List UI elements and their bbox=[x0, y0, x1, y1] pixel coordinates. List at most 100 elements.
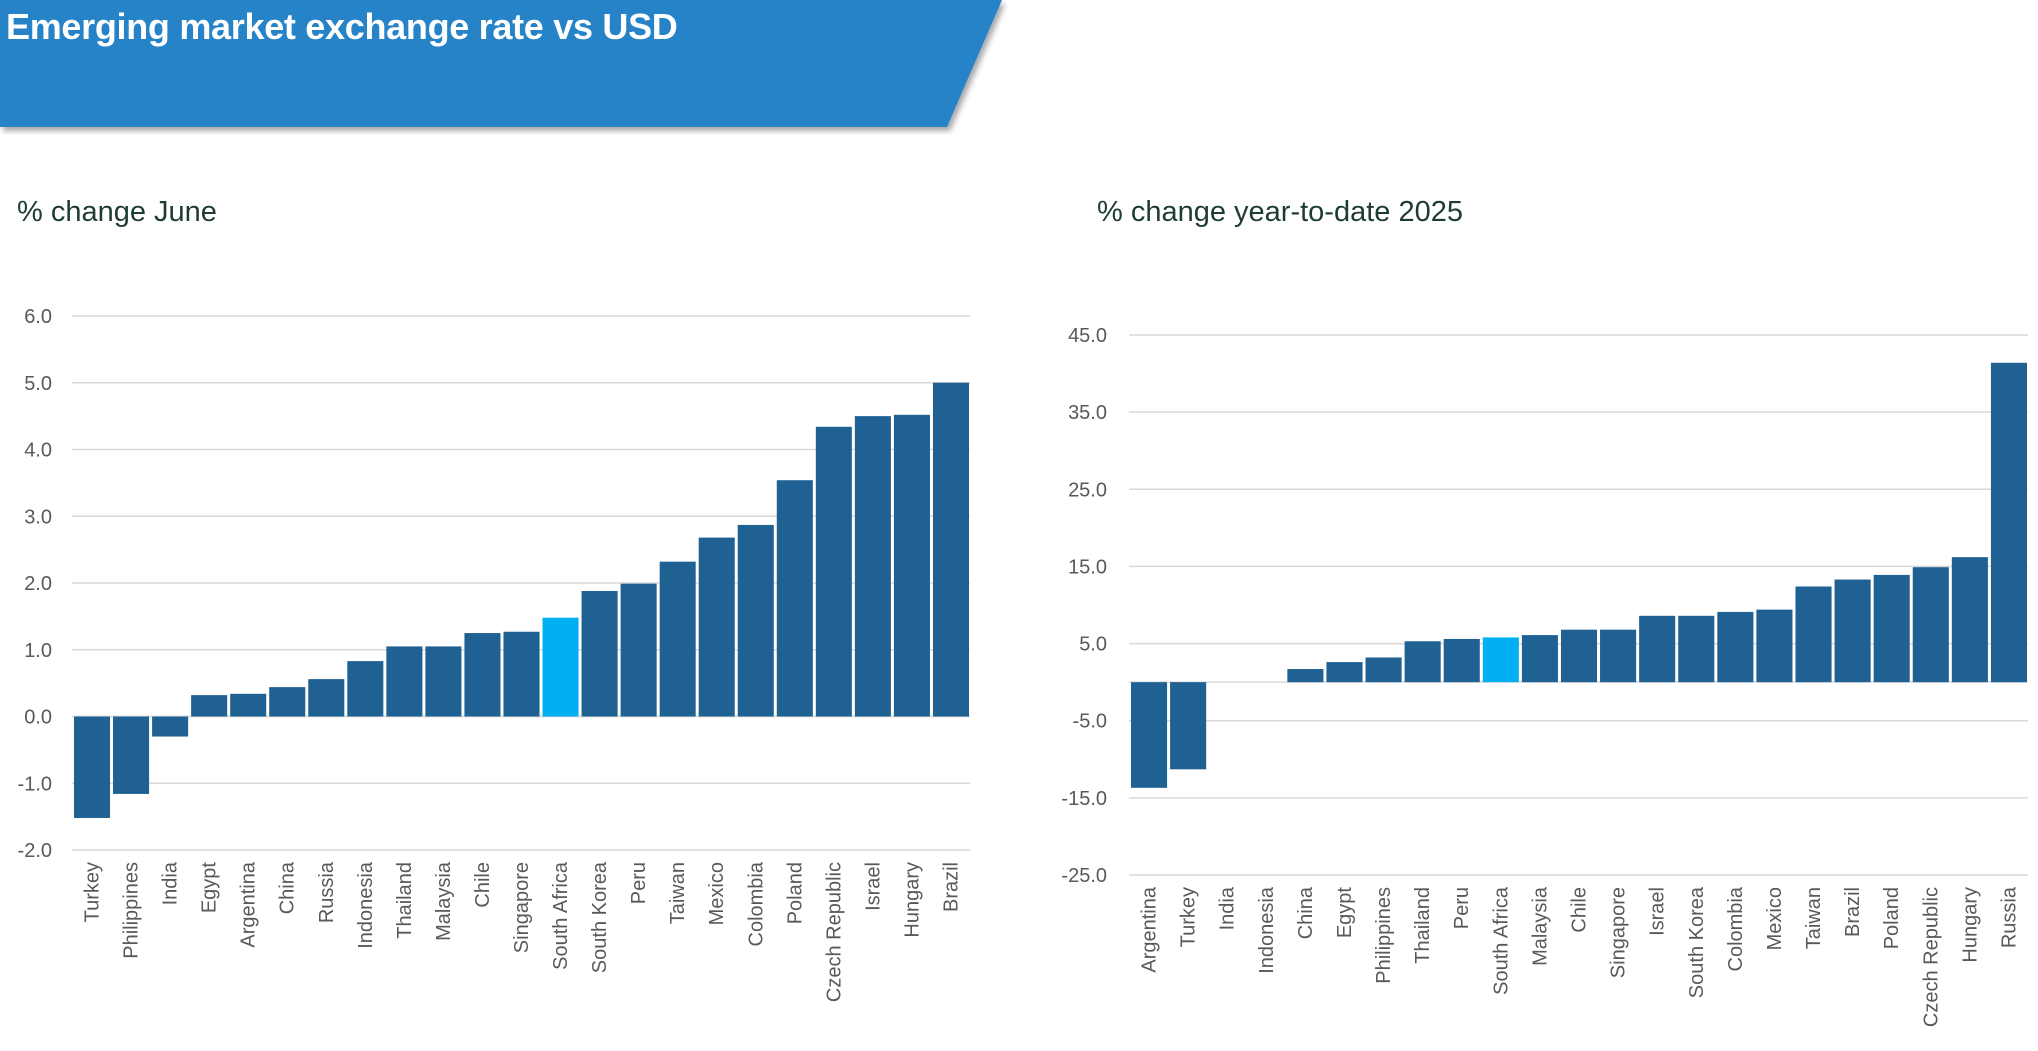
x-tick-label: Czech Republic bbox=[823, 862, 845, 1002]
bar-hungary bbox=[893, 414, 930, 717]
x-tick-label: South Africa bbox=[1490, 886, 1512, 995]
bar-south-korea bbox=[581, 591, 618, 717]
y-tick-label: 25.0 bbox=[1068, 479, 1107, 501]
x-tick-label: Indonesia bbox=[355, 861, 377, 949]
y-tick-label: 2.0 bbox=[24, 573, 52, 595]
bar-singapore bbox=[503, 631, 540, 717]
x-tick-label: Taiwan bbox=[1803, 887, 1825, 949]
bar-poland bbox=[1873, 574, 1910, 683]
bar-malaysia bbox=[1521, 635, 1558, 683]
y-tick-label: 0.0 bbox=[24, 707, 52, 729]
bar-mexico bbox=[1756, 609, 1793, 683]
bar-chile bbox=[464, 633, 501, 717]
bar-czech-republic bbox=[815, 426, 852, 717]
bar-colombia bbox=[1717, 611, 1754, 683]
x-tick-label: Taiwan bbox=[667, 862, 689, 924]
chart-june: 6.0 5.0 4.0 3.0 2.0 1.0 0.0 -1.0 -2.0 Turkey Phili… bbox=[18, 306, 970, 1002]
x-tick-label: China bbox=[1295, 886, 1317, 939]
bar-south-korea bbox=[1678, 615, 1715, 683]
x-tick-label: Israel bbox=[862, 862, 884, 911]
x-tick-label: Colombia bbox=[1725, 886, 1747, 971]
x-tick-label: Argentina bbox=[1139, 886, 1161, 972]
bar-egypt bbox=[1326, 662, 1363, 683]
chart-title-june: % change June bbox=[17, 196, 217, 228]
x-tick-label: Russia bbox=[316, 861, 338, 923]
bar-south-africa bbox=[1482, 637, 1519, 683]
x-tick-label: Poland bbox=[1881, 887, 1903, 949]
x-tick-label: Thailand bbox=[1412, 887, 1434, 964]
x-tick-label: Singapore bbox=[511, 862, 533, 953]
bar-israel bbox=[1639, 615, 1676, 683]
bar-argentina bbox=[230, 693, 267, 717]
page-title: Emerging market exchange rate vs USD bbox=[6, 6, 678, 47]
x-tick-label: Thailand bbox=[394, 862, 416, 939]
x-tick-label: Egypt bbox=[199, 862, 221, 914]
x-tick-label: Singapore bbox=[1608, 887, 1630, 978]
bar-south-africa bbox=[542, 617, 579, 717]
header-banner: Emerging market exchange rate vs USD bbox=[0, 0, 1010, 130]
bar-taiwan bbox=[1795, 586, 1832, 683]
x-tick-label: Turkey bbox=[82, 862, 104, 922]
x-tick-label: India bbox=[160, 861, 182, 905]
y-tick-label: 5.0 bbox=[1079, 634, 1107, 656]
bar-singapore bbox=[1600, 629, 1637, 683]
bar-brazil bbox=[932, 382, 969, 717]
x-tick-label: Turkey bbox=[1178, 887, 1200, 947]
y-tick-label: -1.0 bbox=[18, 773, 52, 795]
bar-malaysia bbox=[425, 646, 462, 717]
y-tick-label: -25.0 bbox=[1061, 865, 1107, 887]
y-tick-label: -2.0 bbox=[18, 840, 52, 862]
x-tick-label: Hungary bbox=[1959, 887, 1981, 963]
y-tick-label: 1.0 bbox=[24, 640, 52, 662]
bar-israel bbox=[854, 416, 891, 717]
x-tick-label: Argentina bbox=[238, 861, 260, 947]
y-tick-label: 35.0 bbox=[1068, 402, 1107, 424]
bar-peru bbox=[1443, 638, 1480, 683]
x-tick-label: India bbox=[1217, 886, 1239, 930]
bar-peru bbox=[620, 583, 657, 717]
y-tick-label: -15.0 bbox=[1061, 788, 1107, 810]
x-tick-label: Colombia bbox=[745, 861, 767, 946]
x-tick-label: Israel bbox=[1647, 887, 1669, 936]
x-tick-label: China bbox=[277, 861, 299, 914]
x-tick-label: Chile bbox=[472, 862, 494, 908]
x-tick-label: Poland bbox=[784, 862, 806, 924]
x-tick-label: Chile bbox=[1569, 887, 1591, 933]
x-tick-label: Mexico bbox=[1764, 887, 1786, 950]
bar-thailand bbox=[386, 646, 423, 717]
x-tick-label: Egypt bbox=[1334, 887, 1356, 939]
bar-china bbox=[269, 687, 306, 717]
y-tick-label: 15.0 bbox=[1068, 556, 1107, 578]
x-tick-label: Malaysia bbox=[433, 861, 455, 941]
bar-thailand bbox=[1404, 641, 1441, 683]
bar-poland bbox=[776, 480, 813, 717]
y-tick-label: 45.0 bbox=[1068, 325, 1107, 347]
y-tick-label: 5.0 bbox=[24, 373, 52, 395]
bar-taiwan bbox=[659, 561, 696, 717]
x-tick-label: South Korea bbox=[1686, 886, 1708, 998]
y-tick-label: 6.0 bbox=[24, 306, 52, 328]
bar-egypt bbox=[191, 695, 228, 717]
bar-philippines bbox=[113, 716, 150, 794]
x-tick-label: Philippines bbox=[1373, 887, 1395, 984]
x-tick-label: Indonesia bbox=[1256, 886, 1278, 974]
bar-brazil bbox=[1834, 579, 1871, 683]
x-tick-label: Brazil bbox=[940, 862, 962, 912]
bar-philippines bbox=[1365, 657, 1402, 683]
x-tick-label: Malaysia bbox=[1529, 886, 1551, 966]
bar-colombia bbox=[737, 524, 774, 717]
bar-china bbox=[1287, 669, 1324, 683]
x-tick-label: Mexico bbox=[706, 862, 728, 925]
y-tick-label: 3.0 bbox=[24, 506, 52, 528]
banner-shape bbox=[0, 0, 1002, 127]
bar-indonesia bbox=[347, 661, 384, 717]
bar-turkey bbox=[74, 716, 111, 818]
bar-india bbox=[152, 716, 189, 737]
x-tick-label: Brazil bbox=[1842, 887, 1864, 937]
bar-mexico bbox=[698, 537, 735, 717]
bar-argentina bbox=[1131, 682, 1168, 788]
x-tick-label: Peru bbox=[1451, 887, 1473, 929]
chart-title-ytd: % change year-to-date 2025 bbox=[1097, 196, 1463, 228]
x-tick-label: Russia bbox=[1998, 886, 2020, 948]
